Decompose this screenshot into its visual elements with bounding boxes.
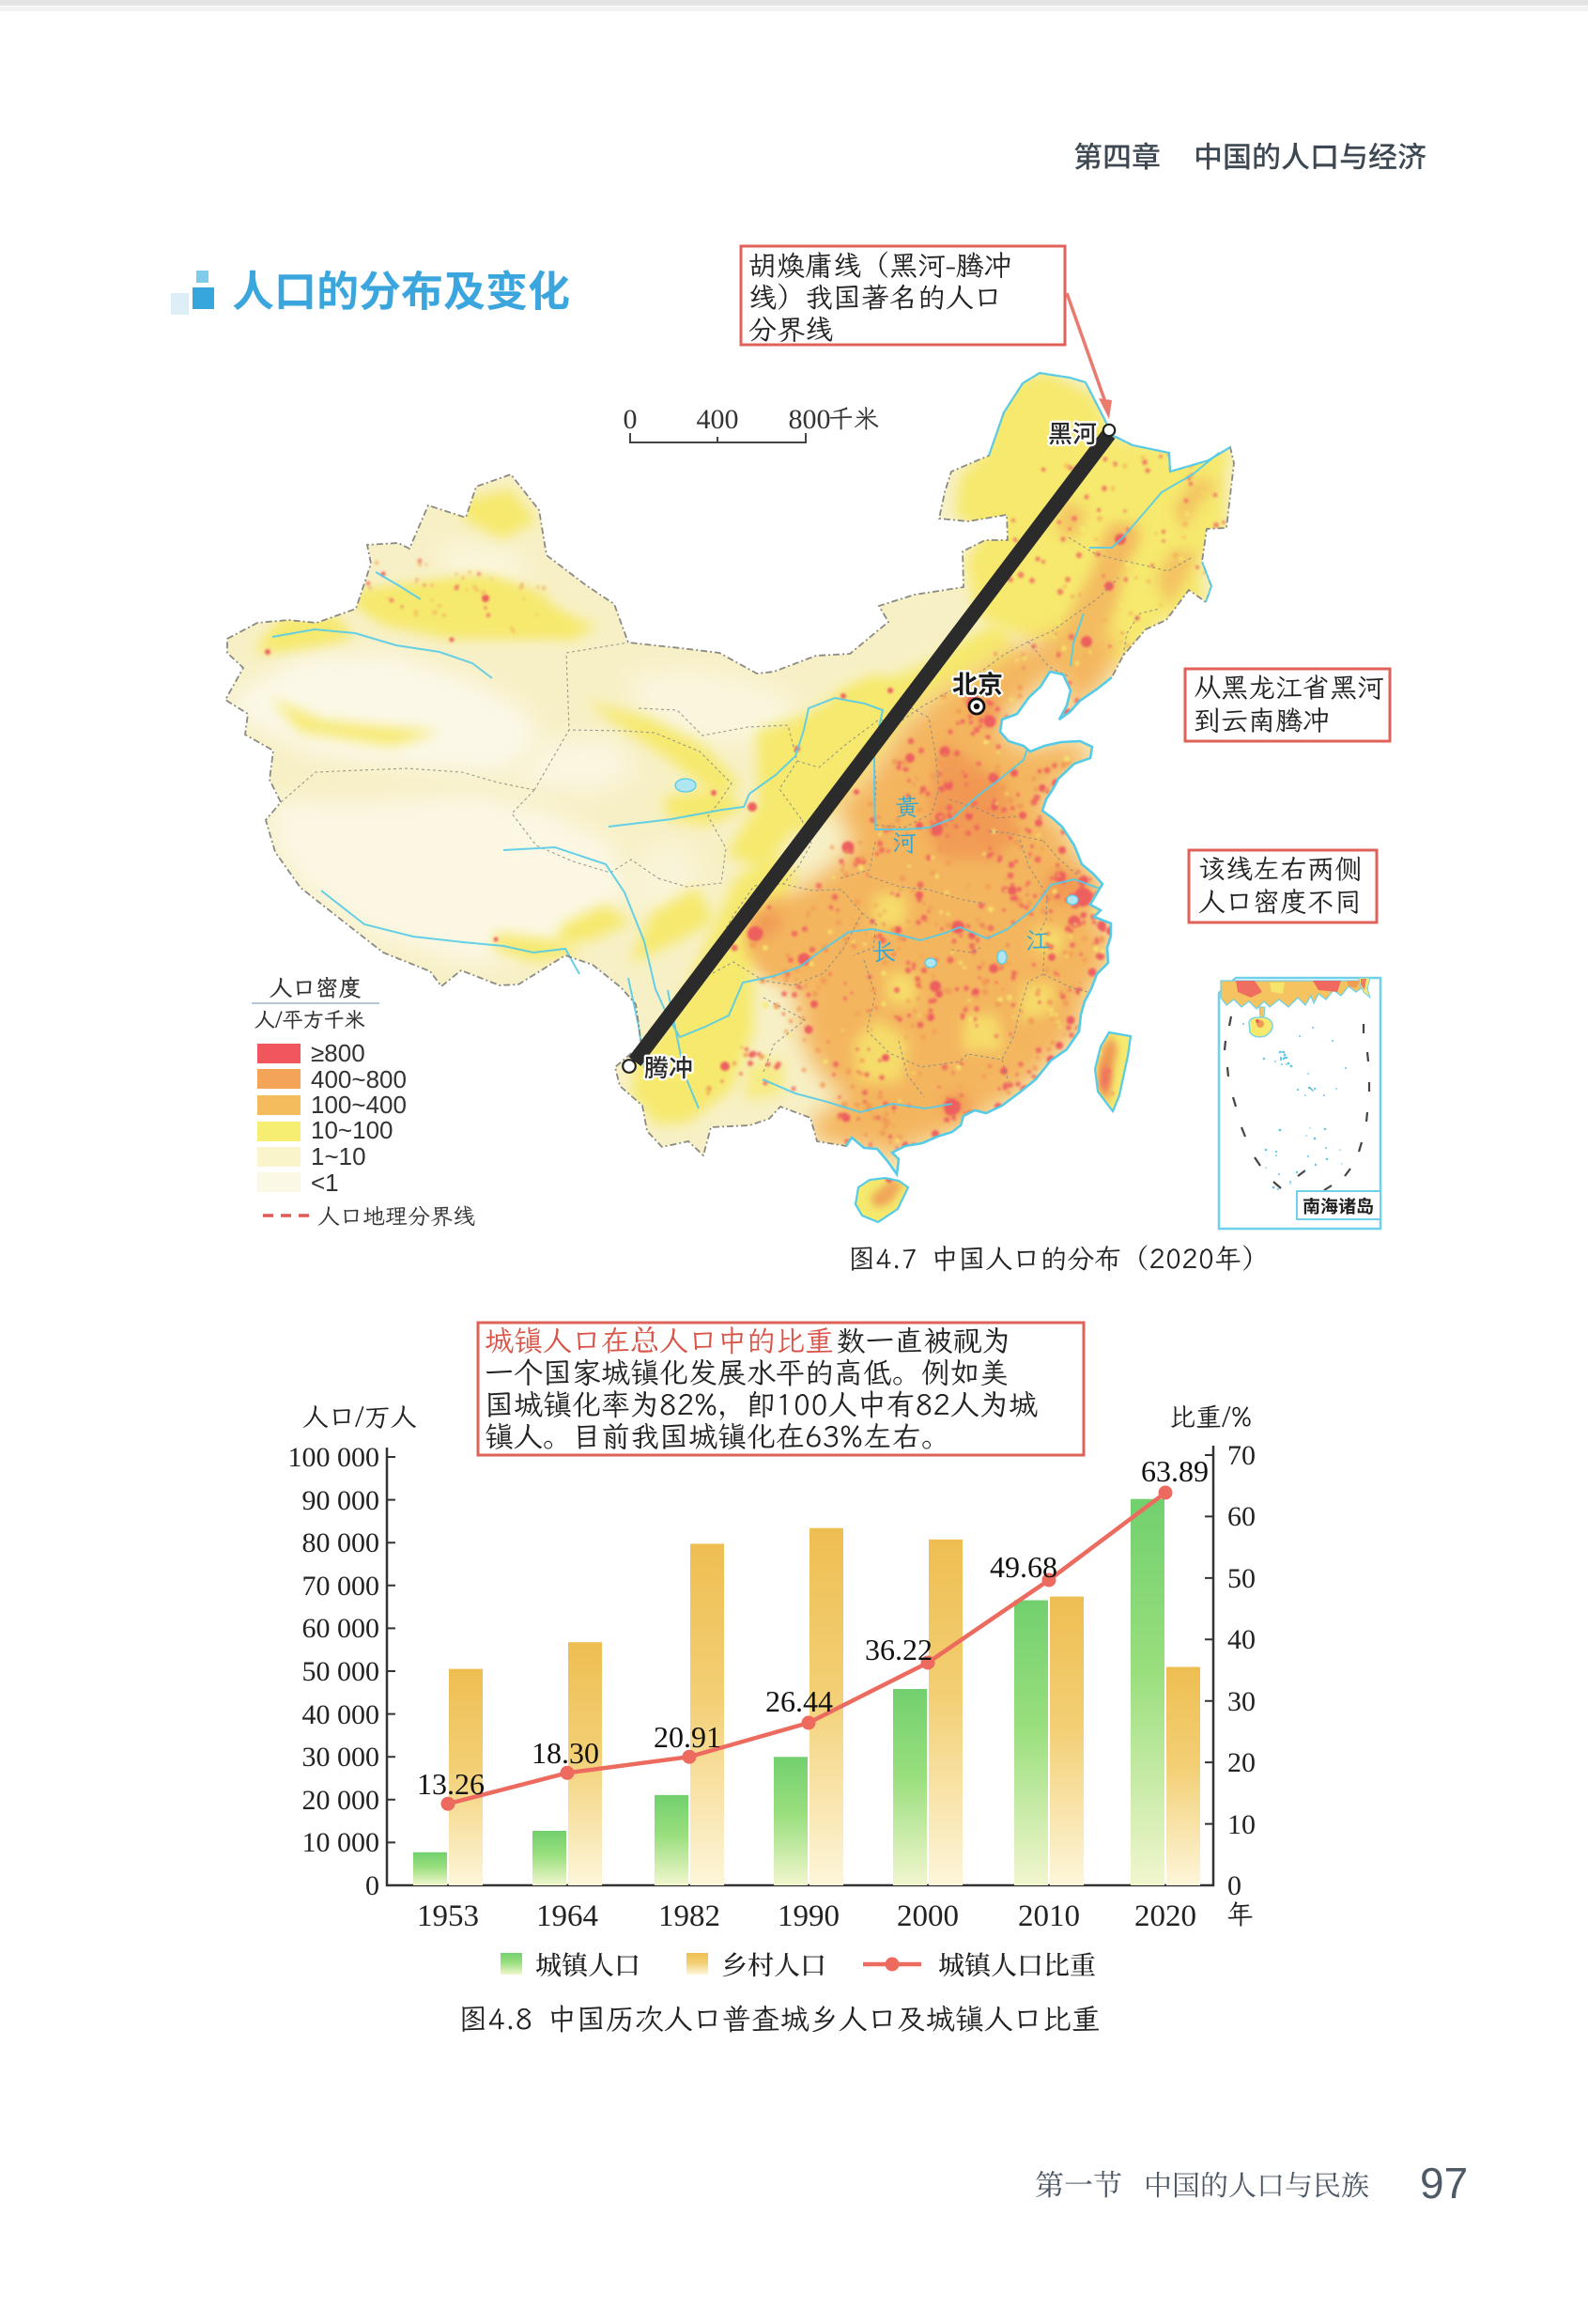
svg-text:0: 0 bbox=[1227, 1870, 1241, 1901]
svg-text:1953: 1953 bbox=[417, 1899, 479, 1933]
svg-text:97: 97 bbox=[1420, 2159, 1468, 2208]
svg-text:0: 0 bbox=[624, 404, 638, 435]
svg-text:20.91: 20.91 bbox=[654, 1720, 721, 1754]
svg-text:<1: <1 bbox=[311, 1169, 339, 1197]
svg-text:400: 400 bbox=[697, 404, 739, 435]
svg-text:30: 30 bbox=[1227, 1686, 1256, 1717]
svg-text:50: 50 bbox=[1227, 1563, 1256, 1594]
svg-text:0: 0 bbox=[365, 1870, 379, 1901]
svg-text:1990: 1990 bbox=[778, 1899, 840, 1933]
svg-text:2010: 2010 bbox=[1018, 1899, 1080, 1933]
svg-text:90 000: 90 000 bbox=[302, 1485, 380, 1516]
svg-text:40 000: 40 000 bbox=[302, 1699, 380, 1730]
svg-text:1982: 1982 bbox=[658, 1899, 720, 1933]
svg-text:13.26: 13.26 bbox=[417, 1767, 485, 1801]
svg-text:10: 10 bbox=[1227, 1809, 1256, 1840]
svg-text:70: 70 bbox=[1227, 1440, 1256, 1471]
svg-text:10~100: 10~100 bbox=[311, 1116, 393, 1144]
svg-text:49.68: 49.68 bbox=[990, 1550, 1057, 1584]
svg-text:20 000: 20 000 bbox=[302, 1785, 380, 1816]
svg-text:2020: 2020 bbox=[1134, 1899, 1196, 1933]
svg-text:63.89: 63.89 bbox=[1141, 1454, 1209, 1488]
svg-text:1964: 1964 bbox=[536, 1899, 598, 1933]
svg-text:50 000: 50 000 bbox=[302, 1656, 380, 1687]
svg-text:80 000: 80 000 bbox=[302, 1527, 380, 1558]
svg-text:≥800: ≥800 bbox=[311, 1039, 365, 1067]
svg-text:30 000: 30 000 bbox=[302, 1742, 380, 1773]
svg-text:10 000: 10 000 bbox=[302, 1827, 380, 1858]
svg-text:18.30: 18.30 bbox=[532, 1736, 599, 1770]
svg-text:100 000: 100 000 bbox=[288, 1442, 380, 1473]
svg-text:26.44: 26.44 bbox=[765, 1684, 833, 1718]
svg-text:2000: 2000 bbox=[897, 1899, 959, 1933]
svg-text:40: 40 bbox=[1227, 1624, 1256, 1655]
svg-text:1~10: 1~10 bbox=[311, 1142, 366, 1170]
svg-text:60: 60 bbox=[1227, 1501, 1256, 1532]
svg-text:60 000: 60 000 bbox=[302, 1613, 380, 1644]
svg-text:70 000: 70 000 bbox=[302, 1571, 380, 1602]
svg-text:100~400: 100~400 bbox=[311, 1091, 407, 1119]
svg-text:36.22: 36.22 bbox=[865, 1633, 933, 1666]
svg-text:800: 800 bbox=[789, 404, 831, 435]
svg-text:400~800: 400~800 bbox=[311, 1065, 407, 1093]
svg-text:20: 20 bbox=[1227, 1747, 1256, 1778]
